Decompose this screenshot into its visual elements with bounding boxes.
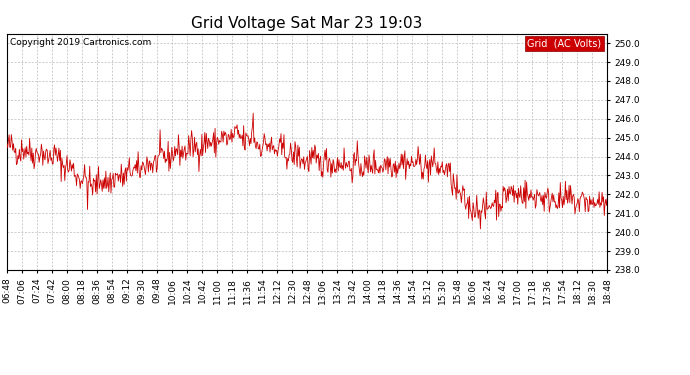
Text: Grid  (AC Volts): Grid (AC Volts) — [527, 39, 601, 48]
Text: Copyright 2019 Cartronics.com: Copyright 2019 Cartronics.com — [10, 39, 151, 48]
Title: Grid Voltage Sat Mar 23 19:03: Grid Voltage Sat Mar 23 19:03 — [191, 16, 423, 31]
